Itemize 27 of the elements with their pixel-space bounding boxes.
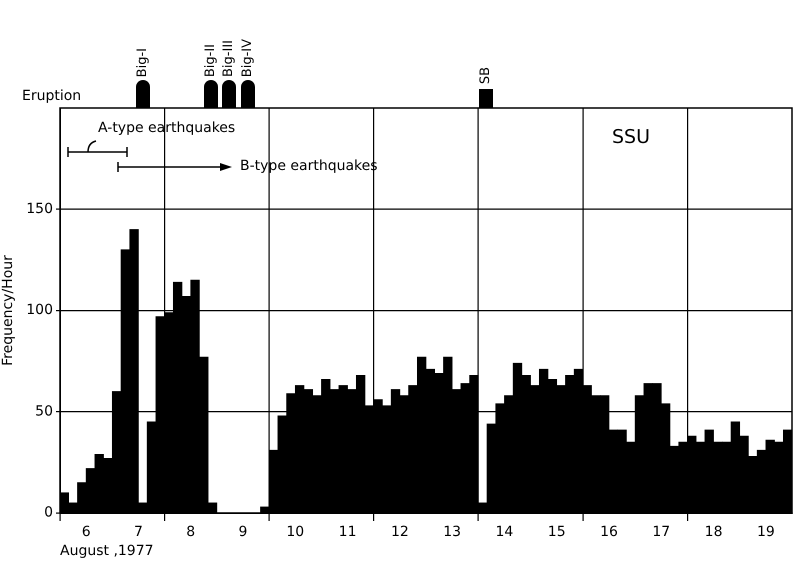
text: Big-IV <box>240 38 256 77</box>
x-tick-label: 7 <box>134 524 143 540</box>
y-tick-label: 0 <box>44 504 53 521</box>
x-tick-label: 6 <box>82 524 91 540</box>
x-tick-label: 17 <box>652 524 670 540</box>
x-tick-label: 11 <box>338 524 356 540</box>
x-tick-label: 16 <box>600 524 618 540</box>
y-tick-label: 100 <box>26 302 53 318</box>
x-tick-label: 12 <box>390 524 409 540</box>
x-tick-label: 15 <box>548 524 566 540</box>
text: Big-I <box>135 48 151 77</box>
x-tick-label: 18 <box>704 524 722 540</box>
y-tick-label: 50 <box>35 403 53 420</box>
text: SB <box>478 66 494 84</box>
text: Big-II <box>203 44 219 77</box>
x-axis-title: August ,1977 <box>60 543 154 560</box>
y-tick-label: 150 <box>26 200 53 217</box>
x-tick-label: 19 <box>756 524 775 540</box>
x-tick-label: 8 <box>186 524 196 540</box>
y-axis-title: Frequency/Hour <box>0 254 16 366</box>
x-tick-label: 14 <box>496 524 514 540</box>
text: Eruption <box>22 88 82 104</box>
x-tick-label: 13 <box>443 524 462 540</box>
x-tick-label: 9 <box>238 524 248 540</box>
text: Big-III <box>221 40 237 77</box>
annotation: SSU <box>612 126 650 148</box>
x-tick-label: 10 <box>286 524 304 540</box>
